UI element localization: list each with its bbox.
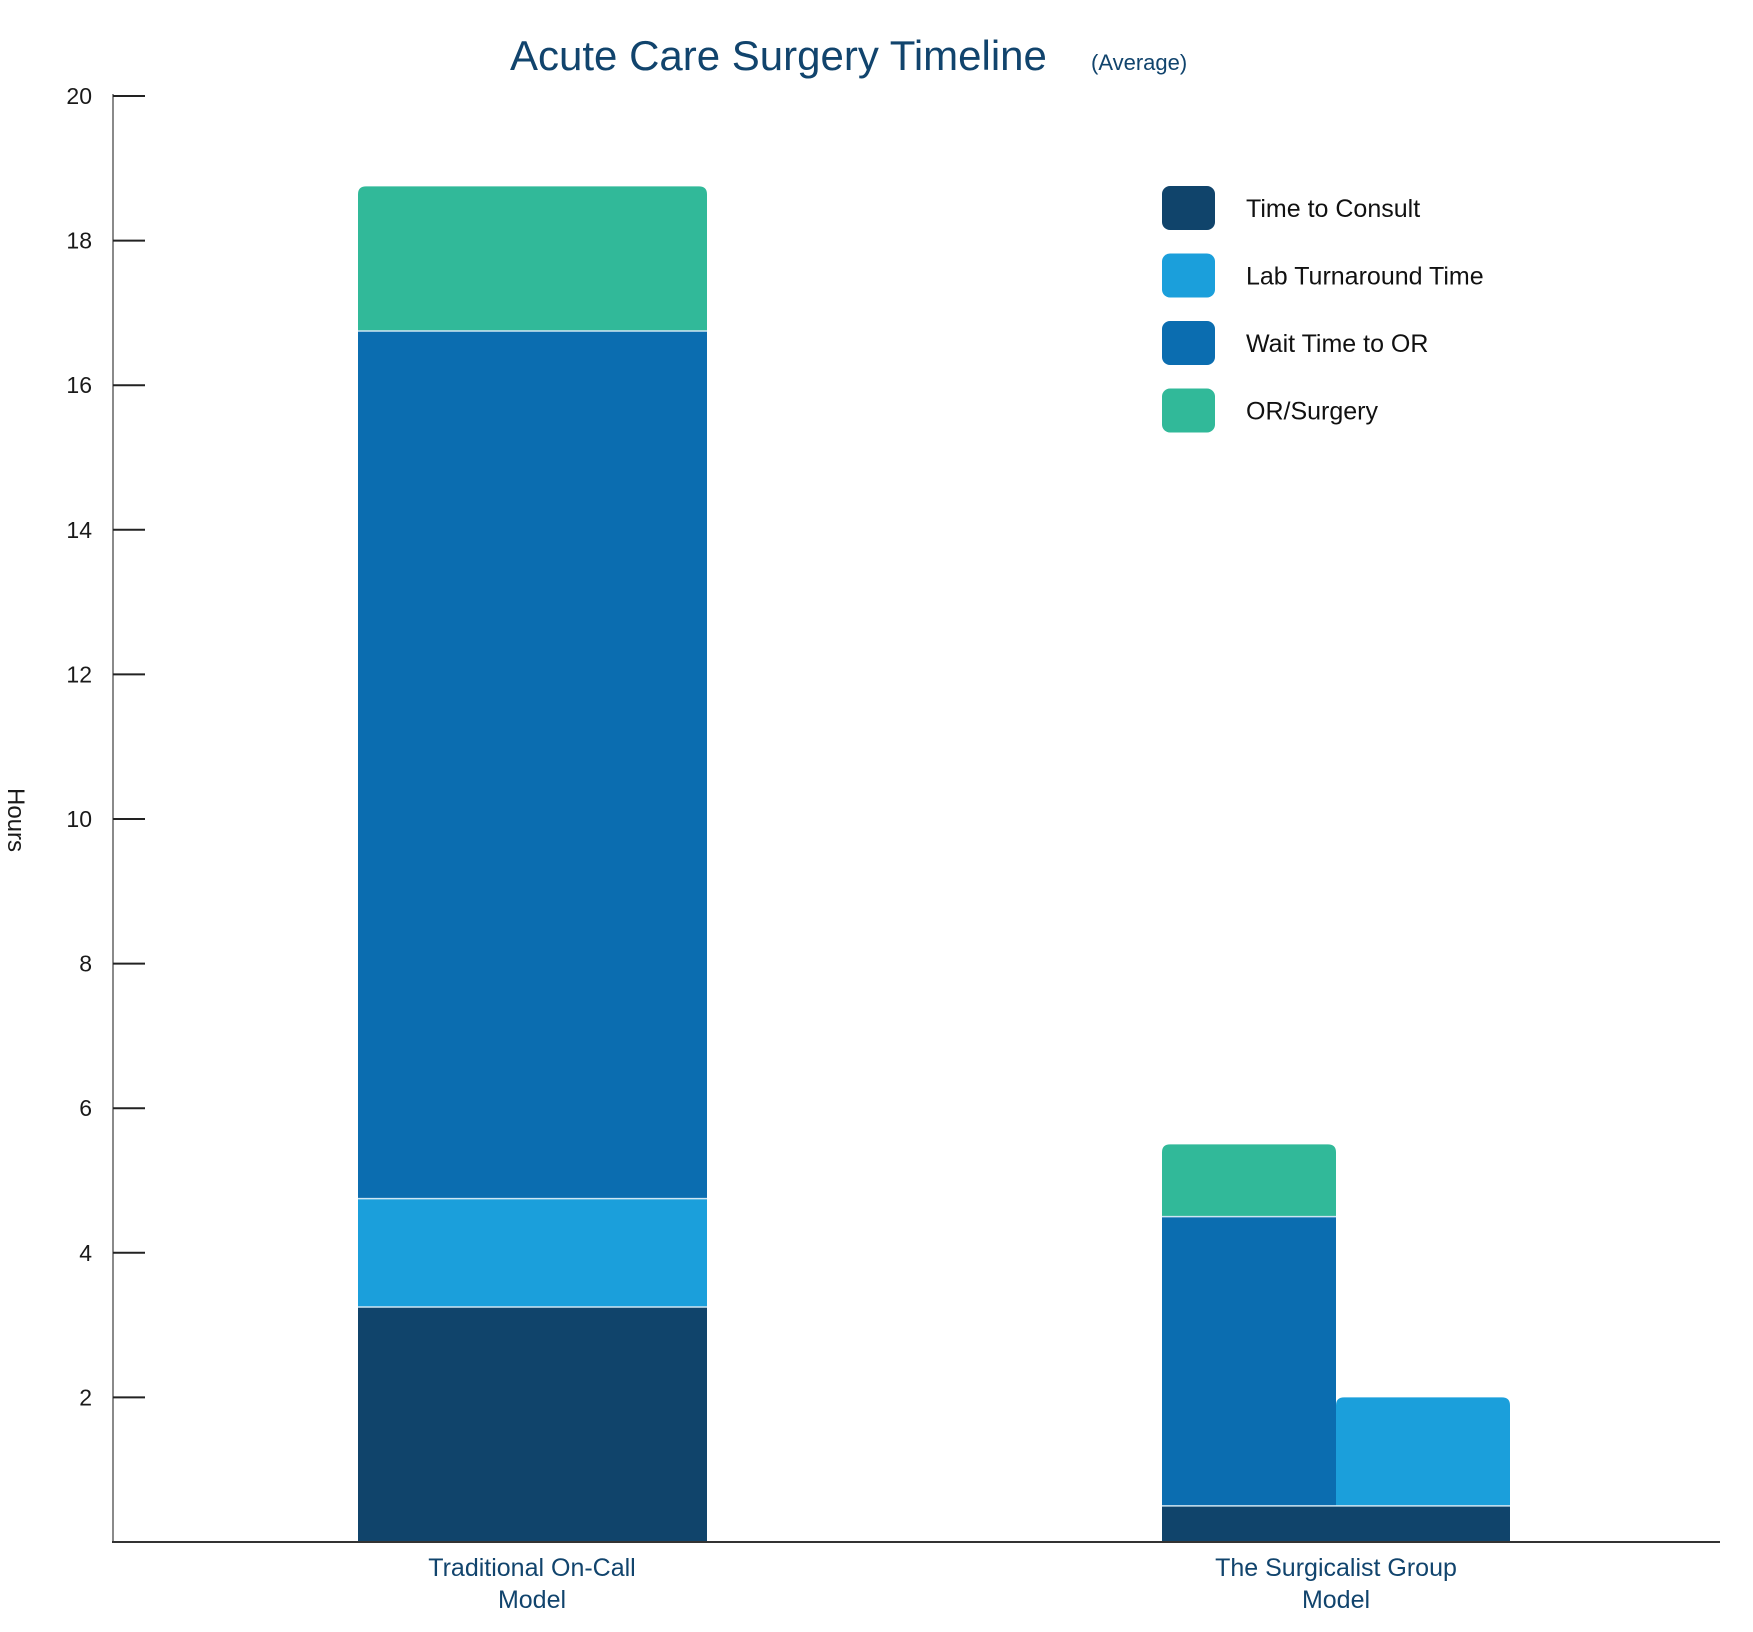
- chart-title: Acute Care Surgery Timeline: [510, 32, 1047, 79]
- x-category-label: Model: [1302, 1586, 1370, 1614]
- bar-segment-time-to-consult-1: [358, 1307, 707, 1542]
- y-tick-label: 2: [79, 1384, 92, 1410]
- bars-group: [358, 186, 1510, 1542]
- legend: Time to Consult Lab Turnaround Time Wait T…: [1162, 186, 1484, 433]
- chart-subtitle: (Average): [1091, 50, 1187, 75]
- legend-label-lab-turnaround-time: Lab Turnaround Time: [1246, 263, 1484, 291]
- y-tick-label: 8: [79, 951, 92, 977]
- y-tick-label: 20: [66, 83, 92, 109]
- bar-segment-or-surgery-2: [1162, 1144, 1336, 1217]
- x-category-labels: Traditional On-Call Model The Surgicalist …: [428, 1554, 1457, 1614]
- legend-label-or-surgery: OR/Surgery: [1246, 398, 1378, 426]
- legend-label-time-to-consult: Time to Consult: [1246, 195, 1420, 223]
- bar-segment-lab-turnaround-time-2: [1336, 1397, 1510, 1506]
- legend-swatch-lab-turnaround-time: [1162, 253, 1215, 298]
- y-ticks: 2 4 6 8 10 12 14 16 18 20: [66, 83, 145, 1410]
- bar-segment-wait-time-to-or-1: [358, 330, 707, 1199]
- y-axis-label: Hours: [2, 788, 29, 852]
- y-tick-label: 14: [66, 517, 92, 543]
- x-category-label: Model: [498, 1586, 566, 1614]
- y-tick-label: 4: [79, 1240, 92, 1266]
- legend-swatch-wait-time-to-or: [1162, 321, 1215, 365]
- x-category-label: The Surgicalist Group: [1215, 1554, 1457, 1582]
- y-tick-label: 10: [66, 806, 92, 832]
- y-tick-label: 6: [79, 1095, 92, 1121]
- bar-segment-lab-turnaround-time-1: [358, 1198, 707, 1308]
- legend-swatch-time-to-consult: [1162, 186, 1215, 230]
- bar-segment-wait-time-to-or-2: [1162, 1216, 1336, 1506]
- y-tick-label: 18: [66, 228, 92, 254]
- x-category-label: Traditional On-Call: [428, 1554, 635, 1582]
- y-tick-label: 16: [66, 372, 92, 398]
- legend-label-wait-time-to-or: Wait Time to OR: [1246, 330, 1428, 358]
- y-tick-label: 12: [66, 661, 92, 687]
- bar-segment-time-to-consult-2: [1162, 1505, 1510, 1542]
- legend-swatch-or-surgery: [1162, 388, 1215, 433]
- bar-segment-or-surgery-1: [358, 186, 707, 331]
